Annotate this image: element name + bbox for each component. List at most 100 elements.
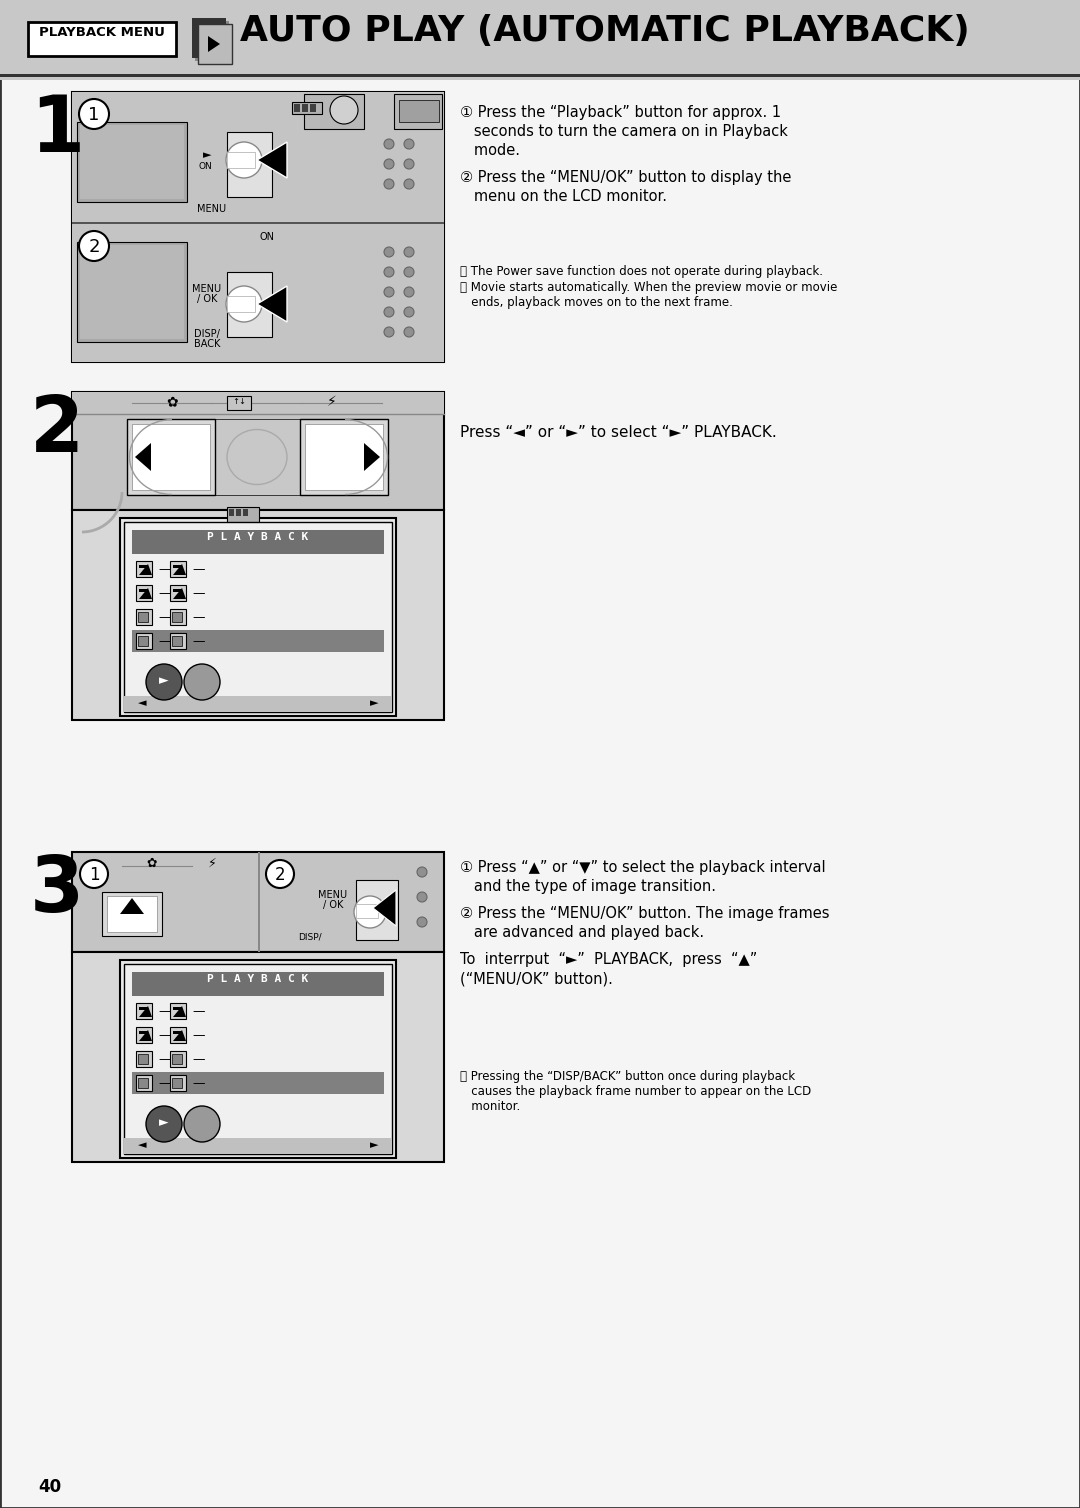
Text: and the type of image transition.: and the type of image transition.: [460, 879, 716, 894]
Polygon shape: [173, 1031, 183, 1034]
Circle shape: [404, 139, 414, 149]
Text: ✿: ✿: [147, 857, 158, 870]
Text: 3: 3: [30, 852, 84, 927]
Circle shape: [384, 247, 394, 256]
Text: ② Press the “MENU/OK” button. The image frames: ② Press the “MENU/OK” button. The image …: [460, 906, 829, 921]
Bar: [170, 585, 186, 602]
Text: 1: 1: [89, 866, 99, 884]
Text: ON: ON: [259, 232, 274, 241]
Circle shape: [184, 1105, 220, 1142]
Text: DISP/: DISP/: [194, 329, 220, 339]
Bar: [80, 244, 184, 339]
Bar: [102, 893, 162, 936]
Text: ↑↓: ↑↓: [232, 397, 246, 406]
Text: —: —: [192, 1077, 204, 1090]
Bar: [227, 271, 272, 336]
Polygon shape: [139, 1006, 152, 1016]
Circle shape: [266, 860, 294, 888]
Bar: [136, 1003, 152, 1019]
Text: 1: 1: [30, 92, 84, 167]
Polygon shape: [257, 142, 287, 178]
Bar: [227, 397, 251, 410]
Text: 2: 2: [89, 238, 99, 256]
Text: ⚡: ⚡: [327, 395, 337, 409]
Bar: [77, 122, 187, 202]
Polygon shape: [139, 564, 152, 575]
Bar: [356, 903, 378, 918]
Bar: [258, 852, 260, 952]
Text: —: —: [158, 635, 171, 648]
Bar: [72, 222, 444, 225]
Text: —: —: [192, 562, 204, 576]
Polygon shape: [173, 566, 183, 569]
Bar: [138, 612, 148, 621]
Polygon shape: [139, 588, 152, 599]
Circle shape: [404, 308, 414, 317]
Bar: [72, 510, 444, 719]
Bar: [120, 961, 396, 1158]
Bar: [72, 392, 444, 415]
Text: AUTO PLAY (AUTOMATIC PLAYBACK): AUTO PLAY (AUTOMATIC PLAYBACK): [240, 14, 970, 48]
Text: 40: 40: [38, 1478, 62, 1496]
Bar: [300, 419, 388, 495]
Bar: [138, 636, 148, 645]
Bar: [136, 1027, 152, 1044]
Text: P L A Y B A C K: P L A Y B A C K: [207, 974, 309, 985]
Text: ►: ►: [369, 1140, 378, 1151]
Bar: [138, 1054, 148, 1065]
Bar: [170, 1003, 186, 1019]
Bar: [28, 23, 176, 56]
Text: —: —: [192, 587, 204, 600]
Bar: [124, 522, 392, 712]
Text: ends, playback moves on to the next frame.: ends, playback moves on to the next fram…: [460, 296, 733, 309]
Text: ►: ►: [159, 674, 168, 688]
Circle shape: [404, 267, 414, 277]
Circle shape: [417, 893, 427, 902]
Bar: [138, 1078, 148, 1087]
Text: menu on the LCD monitor.: menu on the LCD monitor.: [460, 188, 667, 204]
Polygon shape: [139, 566, 148, 569]
Bar: [310, 104, 316, 112]
Circle shape: [146, 1105, 183, 1142]
Bar: [356, 881, 399, 939]
Bar: [0, 74, 1080, 77]
Circle shape: [384, 308, 394, 317]
Text: MENU: MENU: [319, 890, 348, 900]
Text: ON: ON: [198, 161, 212, 170]
Text: Ⓝ Pressing the “DISP/BACK” button once during playback: Ⓝ Pressing the “DISP/BACK” button once d…: [460, 1071, 795, 1083]
Bar: [124, 697, 392, 712]
Text: ⚡: ⚡: [207, 857, 216, 870]
Text: (“MENU/OK” button).: (“MENU/OK” button).: [460, 971, 612, 986]
Bar: [72, 225, 444, 362]
Text: ① Press “▲” or “▼” to select the playback interval: ① Press “▲” or “▼” to select the playbac…: [460, 860, 825, 875]
Polygon shape: [173, 1006, 186, 1016]
Circle shape: [80, 860, 108, 888]
Bar: [132, 424, 210, 490]
Text: ① Press the “Playback” button for approx. 1: ① Press the “Playback” button for approx…: [460, 106, 781, 121]
Text: —: —: [158, 1077, 171, 1090]
Text: MENU: MENU: [192, 284, 221, 294]
Bar: [0, 0, 1080, 80]
Bar: [170, 561, 186, 578]
Circle shape: [404, 158, 414, 169]
Bar: [120, 519, 396, 716]
Text: P L A Y B A C K: P L A Y B A C K: [207, 532, 309, 541]
Polygon shape: [208, 36, 220, 51]
Bar: [227, 152, 255, 167]
Bar: [77, 241, 187, 342]
Bar: [172, 1078, 183, 1087]
Text: ◄: ◄: [138, 698, 146, 707]
Bar: [170, 1027, 186, 1044]
Circle shape: [384, 287, 394, 297]
Bar: [215, 419, 300, 495]
Bar: [136, 1075, 152, 1090]
Text: ►: ►: [159, 1116, 168, 1129]
Text: —: —: [192, 635, 204, 648]
Bar: [243, 510, 248, 516]
Text: BACK: BACK: [193, 339, 220, 348]
Bar: [227, 133, 272, 198]
Text: —: —: [192, 1028, 204, 1042]
Circle shape: [79, 100, 109, 130]
Polygon shape: [173, 588, 186, 599]
Circle shape: [226, 287, 262, 323]
